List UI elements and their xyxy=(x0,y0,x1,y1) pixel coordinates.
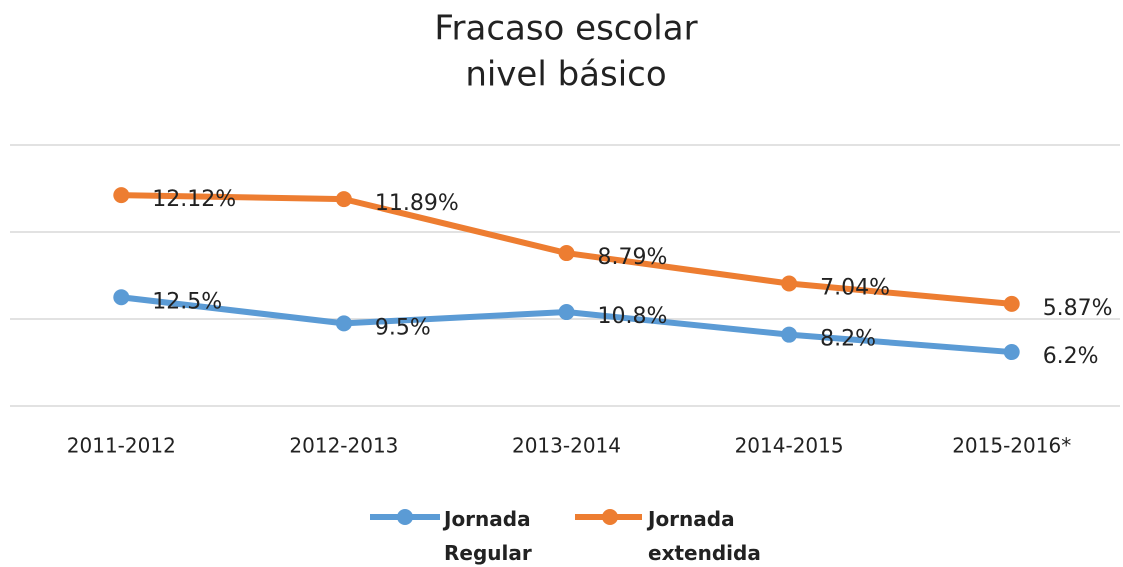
chart-title: nivel básico xyxy=(465,55,666,95)
x-tick-label: 2011-2012 xyxy=(67,434,176,458)
point xyxy=(558,304,575,321)
data-label: 12.5% xyxy=(152,289,222,314)
data-label: 12.12% xyxy=(152,187,236,212)
data-label: 10.8% xyxy=(598,304,668,329)
data-label: 6.2% xyxy=(1043,344,1099,369)
x-tick-label: 2012-2013 xyxy=(289,434,398,458)
point xyxy=(113,289,130,306)
data-label: 8.79% xyxy=(598,245,668,270)
legend-label: Jornada Regular xyxy=(444,507,532,565)
point xyxy=(335,191,352,208)
point xyxy=(558,245,575,262)
point xyxy=(1003,295,1020,312)
legend-marker xyxy=(397,509,413,525)
x-tick-label: 2015-2016* xyxy=(952,434,1071,458)
legend-marker xyxy=(602,509,618,525)
data-label: 5.87% xyxy=(1043,296,1113,321)
point xyxy=(781,326,798,343)
point xyxy=(113,187,130,204)
point xyxy=(781,275,798,292)
data-label: 11.89% xyxy=(375,191,459,216)
data-label: 9.5% xyxy=(375,315,431,340)
x-tick-label: 2013-2014 xyxy=(512,434,621,458)
chart-title: Fracaso escolar xyxy=(434,9,697,49)
point xyxy=(335,315,352,332)
legend-label: Jornada extendida xyxy=(648,507,761,565)
point xyxy=(1003,344,1020,361)
x-tick-label: 2014-2015 xyxy=(735,434,844,458)
data-label: 8.2% xyxy=(820,327,876,352)
data-label: 7.04% xyxy=(820,276,890,301)
